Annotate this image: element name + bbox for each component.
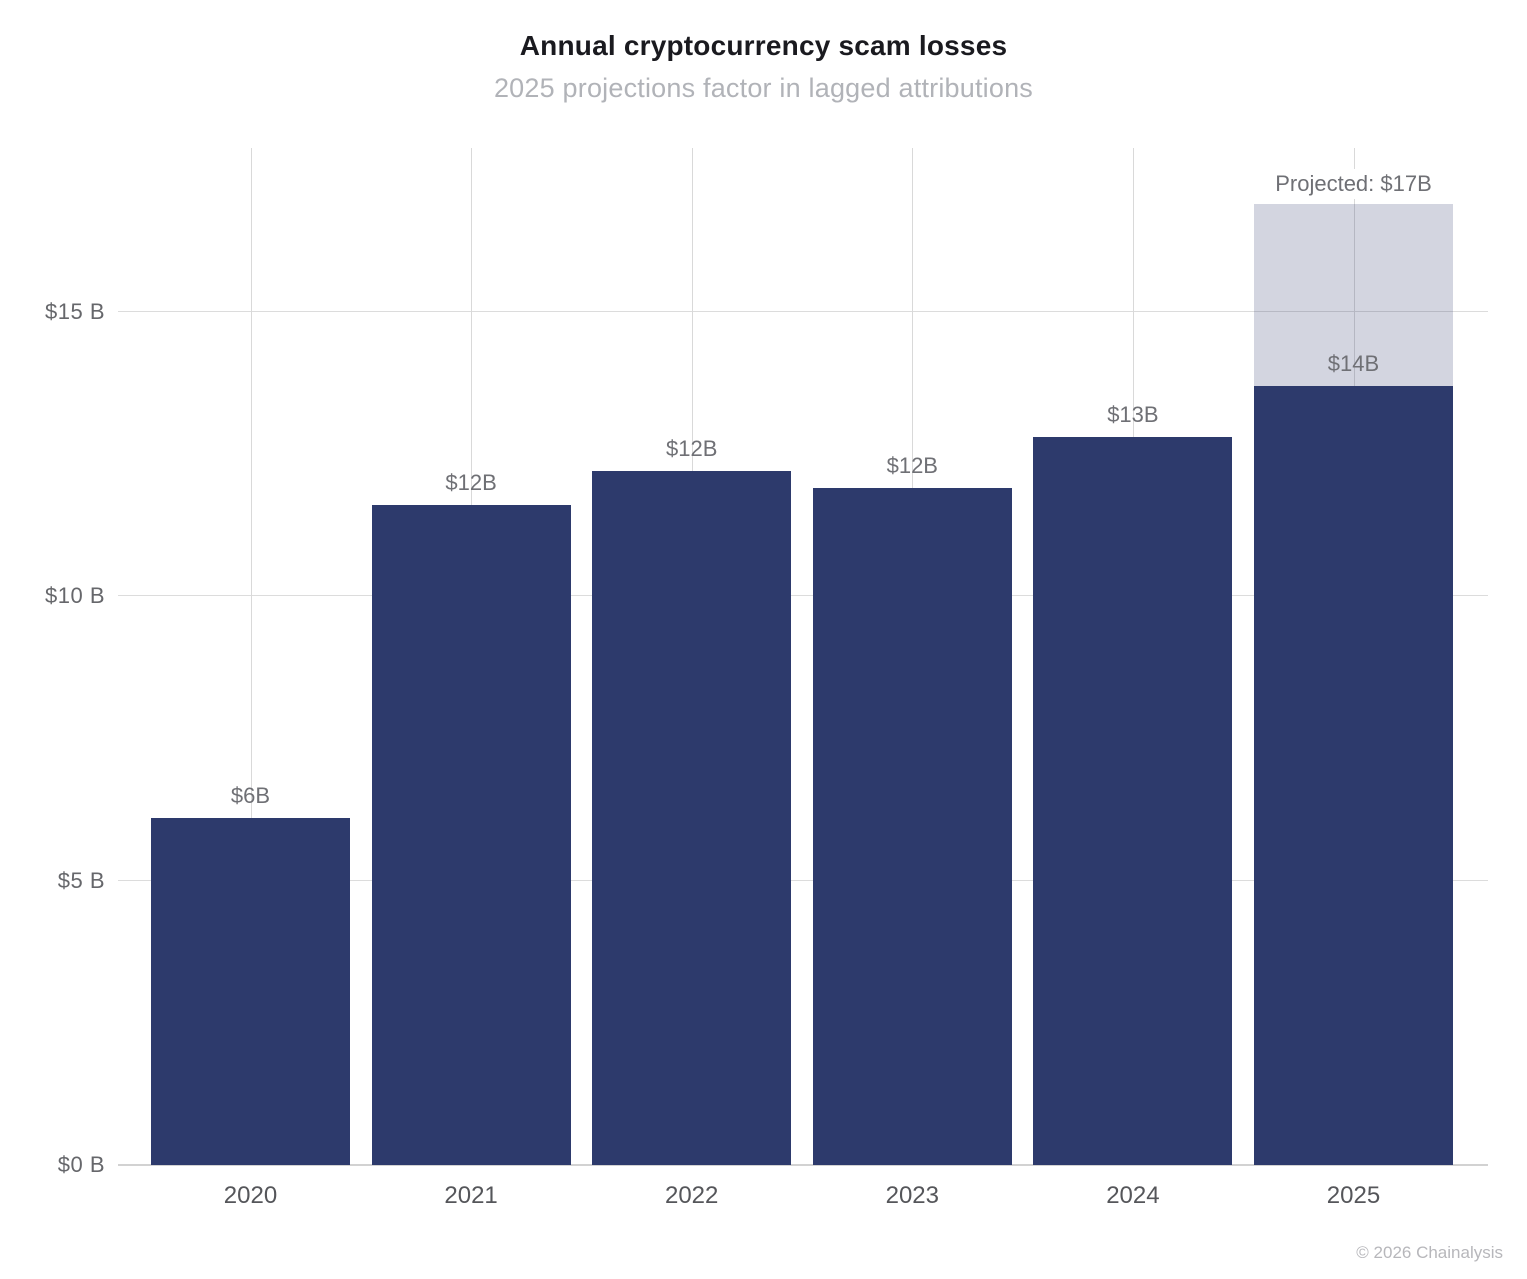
x-axis-tick-label: 2023	[885, 1182, 939, 1209]
y-axis-tick-label: $5 B	[57, 867, 105, 893]
bar-actual	[1254, 385, 1453, 1165]
bar-projected-segment	[1254, 203, 1453, 386]
y-axis-tick-label: $15 B	[45, 298, 105, 324]
h-gridline	[118, 595, 1488, 597]
bar-value-label: $6B	[230, 783, 271, 809]
chart-header: Annual cryptocurrency scam losses 2025 p…	[0, 30, 1527, 104]
v-gridline	[250, 148, 252, 1165]
bar-actual	[812, 488, 1012, 1165]
bar-actual	[592, 471, 792, 1165]
bar-actual	[151, 818, 350, 1165]
y-axis-tick-label: $0 B	[57, 1152, 105, 1177]
chart-title: Annual cryptocurrency scam losses	[519, 30, 1008, 61]
bar-value-label: $12B	[886, 453, 938, 479]
x-axis-tick-label: 2022	[664, 1182, 719, 1209]
projected-value-label: Projected: $17B	[1266, 168, 1441, 199]
bar-value-label: $13B	[1107, 401, 1159, 427]
bar-value-label: $14B	[1327, 350, 1380, 376]
bar-value-label: $12B	[665, 436, 718, 462]
chart-subtitle: 2025 projections factor in lagged attrib…	[493, 73, 1034, 103]
bar-actual	[1033, 436, 1233, 1165]
plot-area: $6B $12B $12B $12B $13B $14B Projected: $17B	[118, 148, 1488, 1166]
bar-actual	[371, 505, 571, 1165]
x-axis-tick-label: 2024	[1106, 1182, 1160, 1209]
bar-value-label: $12B	[445, 470, 497, 496]
x-axis-tick-label: 2020	[223, 1182, 278, 1209]
y-axis-tick-label: $10 B	[45, 583, 105, 609]
copyright-note: © 2026 Chainalysis	[1356, 1243, 1503, 1262]
h-gridline	[118, 879, 1488, 881]
h-gridline	[118, 310, 1488, 312]
x-axis-line	[118, 1164, 1488, 1166]
x-axis-tick-label: 2025	[1326, 1182, 1381, 1209]
x-axis-tick-label: 2021	[444, 1182, 498, 1209]
